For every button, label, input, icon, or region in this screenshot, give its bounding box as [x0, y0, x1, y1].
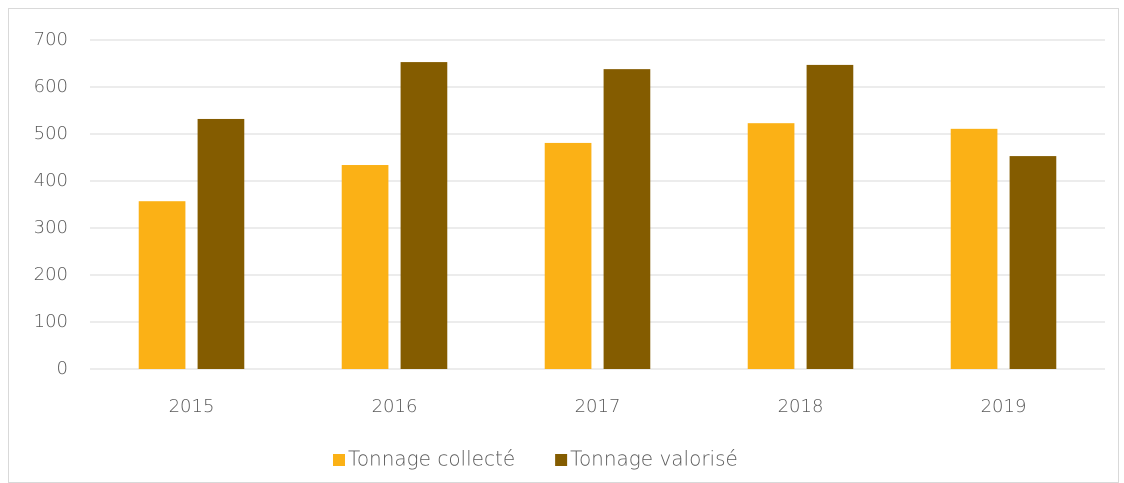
y-tick-label: 100 — [34, 311, 68, 332]
bar — [603, 69, 651, 369]
bar — [1009, 156, 1057, 369]
y-tick-label: 200 — [34, 264, 68, 285]
bar — [747, 123, 795, 369]
bar — [544, 142, 592, 369]
legend-swatch — [555, 454, 568, 466]
bar — [806, 64, 854, 369]
x-tick-label: 2018 — [778, 396, 824, 417]
y-tick-label: 700 — [34, 29, 68, 50]
bar — [400, 62, 448, 370]
bar — [138, 201, 186, 369]
bar — [341, 165, 389, 369]
y-tick-label: 500 — [34, 123, 68, 144]
x-tick-label: 2016 — [372, 396, 418, 417]
legend-swatch — [333, 454, 345, 466]
bar — [197, 118, 245, 370]
bar — [950, 128, 998, 369]
y-tick-label: 0 — [57, 358, 68, 379]
y-tick-label: 300 — [34, 217, 68, 238]
x-tick-label: 2019 — [981, 396, 1027, 417]
legend-label: Tonnage collecté — [348, 447, 515, 471]
x-tick-label: 2017 — [575, 396, 621, 417]
legend-label: Tonnage valorisé — [570, 447, 738, 471]
x-tick-label: 2015 — [169, 396, 215, 417]
y-tick-label: 400 — [34, 170, 68, 191]
y-tick-label: 600 — [34, 76, 68, 97]
